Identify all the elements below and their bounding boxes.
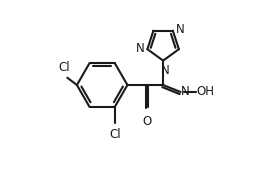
Text: Cl: Cl xyxy=(58,61,70,74)
Text: N: N xyxy=(181,85,190,98)
Text: N: N xyxy=(176,23,184,36)
Text: O: O xyxy=(142,115,151,128)
Text: OH: OH xyxy=(196,85,215,98)
Text: Cl: Cl xyxy=(109,128,121,141)
Text: N: N xyxy=(161,64,169,78)
Text: N: N xyxy=(136,42,145,55)
